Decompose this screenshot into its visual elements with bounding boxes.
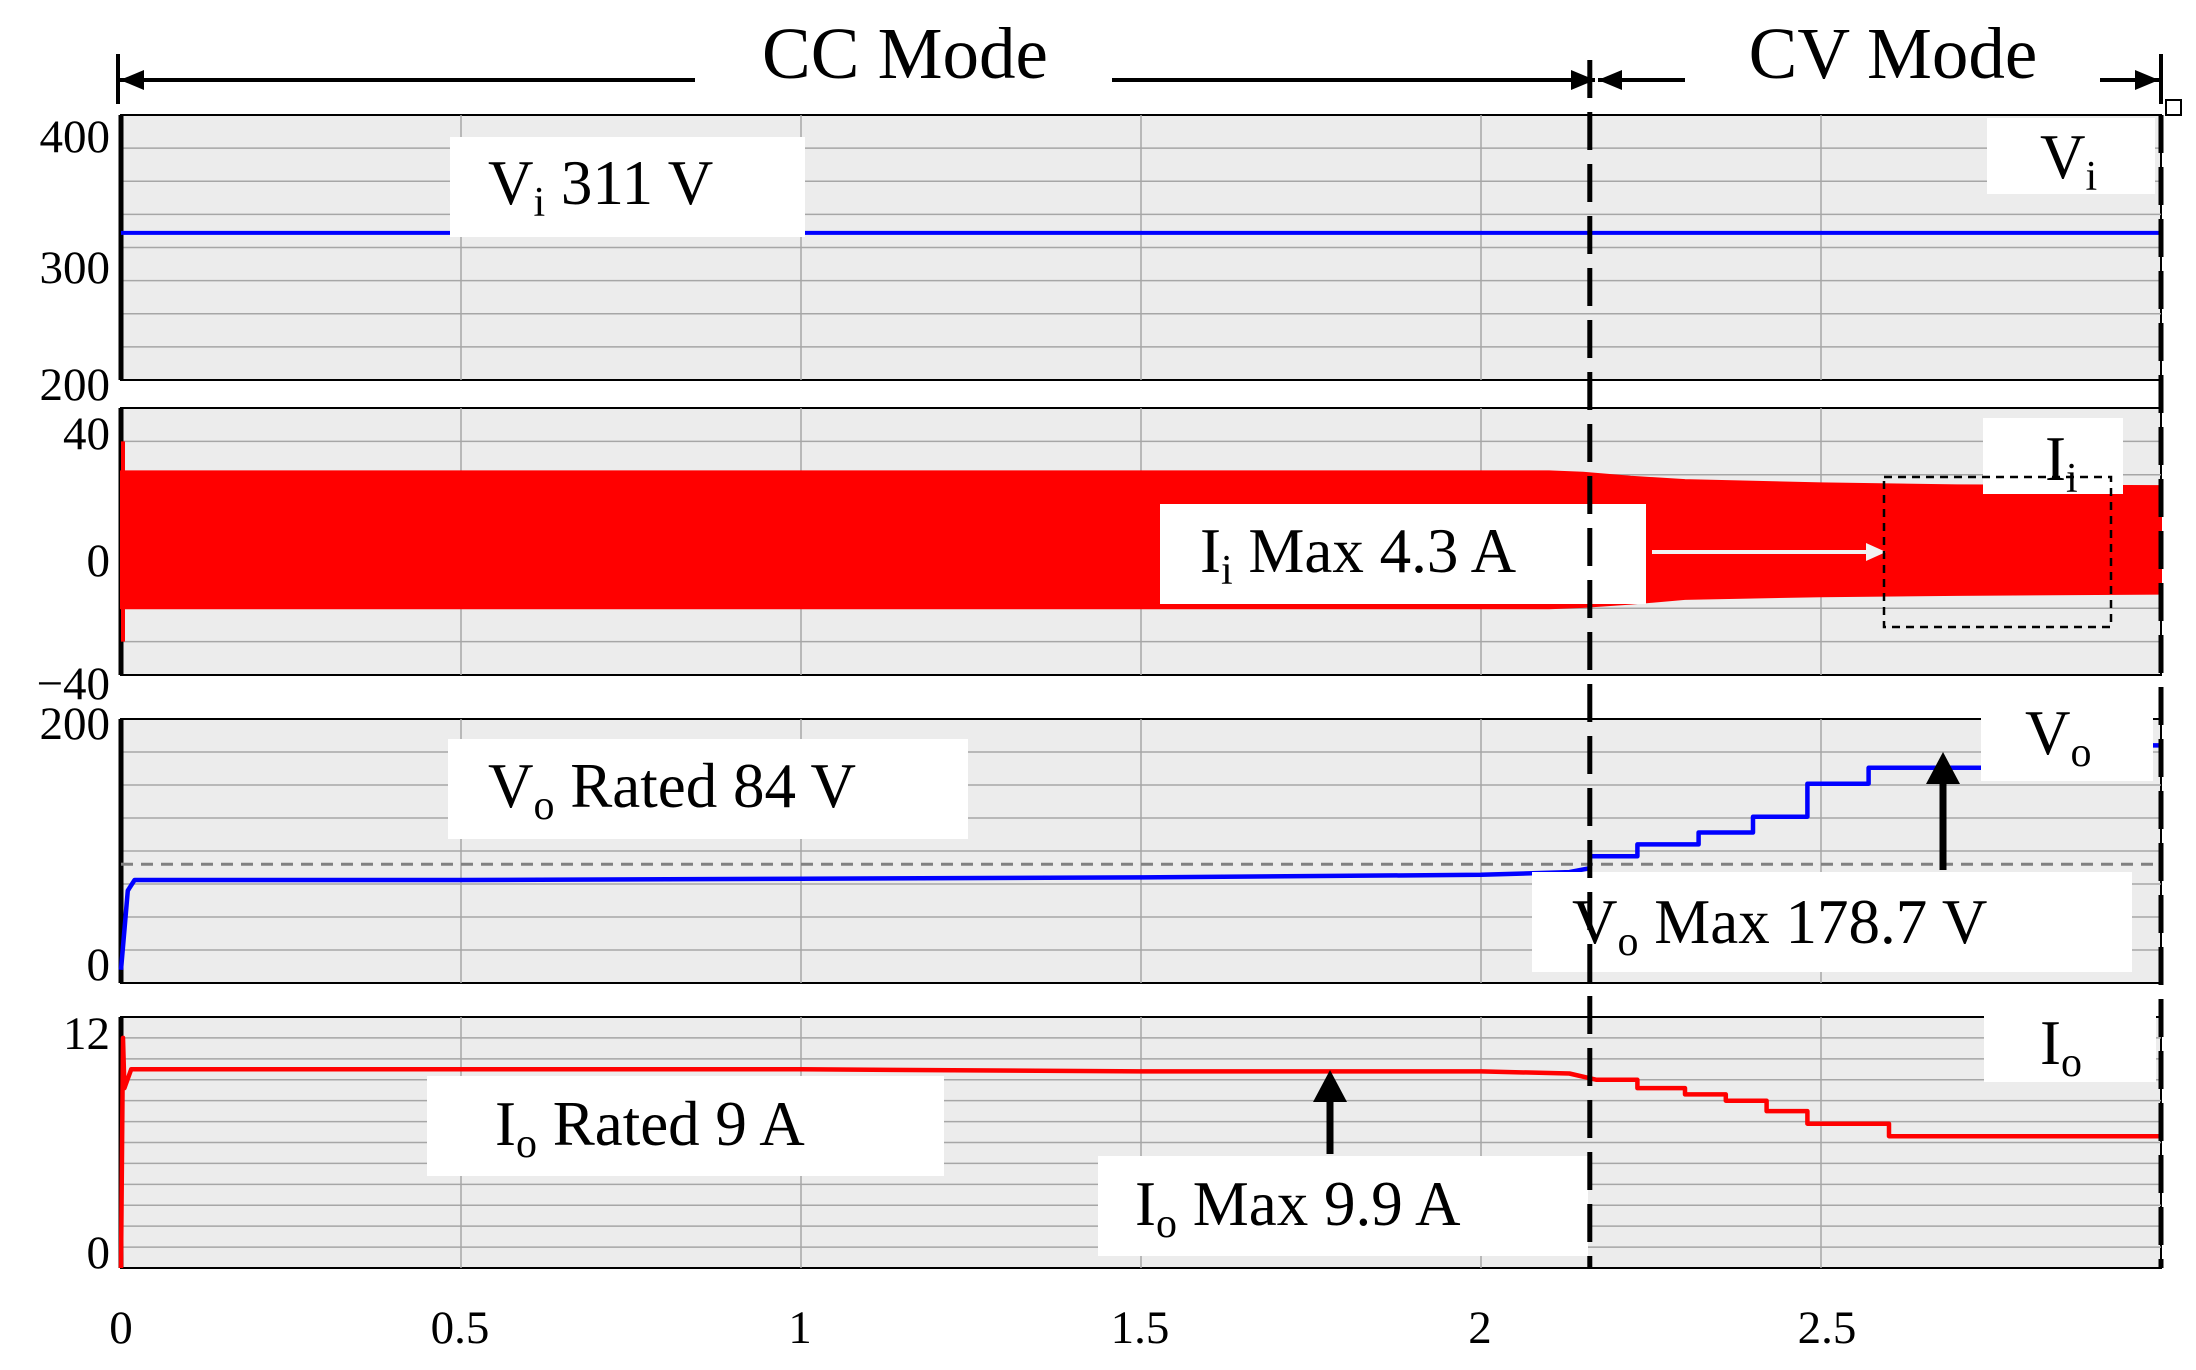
io-rated-annotation: Io Rated 9 A (495, 1089, 805, 1167)
vi-corner-box (1987, 118, 2155, 194)
vo-ytick-200: 200 (40, 698, 111, 750)
xtick-2.5: 2.5 (1798, 1302, 1857, 1354)
ii-corner-label: Ii (2045, 424, 2078, 502)
xtick-0: 0 (109, 1302, 133, 1354)
cc-arrowhead-left (120, 70, 144, 90)
ii-ytick-0: 0 (87, 535, 111, 587)
vo-rated-annotation: Vo Rated 84 V (488, 751, 856, 829)
io-trace (118, 1035, 2161, 1269)
mode-banner: CC Mode CV Mode (116, 13, 2182, 116)
io-max-arrowhead (1313, 1070, 1347, 1102)
y-tick-labels: 400 300 200 40 0 −40 200 0 12 0 (36, 111, 110, 1279)
x-tick-labels: 0 0.5 1 1.5 2 2.5 (109, 1302, 1856, 1354)
io-max-box (1098, 1156, 1588, 1256)
vi-ytick-300: 300 (40, 242, 111, 294)
ii-ytick-neg40: −40 (36, 658, 110, 710)
cc-mode-label: CC Mode (762, 13, 1048, 94)
boundaries-layer (1587, 60, 2164, 1268)
xtick-2: 2 (1468, 1302, 1492, 1354)
vi-corner-label: Vi (2040, 122, 2097, 200)
ii-corner-box (1983, 418, 2123, 494)
ii-annotation-box (1160, 504, 1646, 604)
xtick-1: 1 (788, 1302, 812, 1354)
vo-ytick-0: 0 (87, 939, 111, 991)
cv-arrowhead-left (1598, 70, 1622, 90)
xtick-0.5: 0.5 (431, 1302, 490, 1354)
ii-ytick-40: 40 (63, 408, 110, 460)
vi-annotation: Vi 311 V (488, 148, 713, 226)
cv-mode-label: CV Mode (1749, 13, 2038, 94)
vo-rated-box (448, 739, 968, 839)
ii-trace-band (120, 470, 2162, 610)
vi-ytick-200: 200 (40, 359, 111, 411)
ii-annotation: Ii Max 4.3 A (1200, 516, 1517, 594)
vo-max-box (1532, 872, 2132, 972)
io-ytick-12: 12 (63, 1008, 110, 1060)
annotations: Vi 311 V Vi Ii Ii Max 4.3 A Vo Vo Rated … (427, 118, 2156, 1256)
io-max-annotation: Io Max 9.9 A (1135, 1169, 1461, 1247)
ii-zoom-dashed-box (1882, 475, 2113, 629)
ii-annotation-arrowhead (1866, 543, 1886, 561)
vo-corner-box (1981, 691, 2153, 781)
cc-arrowhead-right (1571, 70, 1595, 90)
io-rated-box (427, 1076, 944, 1176)
corner-box-icon (2165, 99, 2182, 116)
xtick-1.5: 1.5 (1111, 1302, 1170, 1354)
vo-max-annotation: Vo Max 178.7 V (1572, 887, 1987, 965)
io-ytick-0: 0 (87, 1227, 111, 1279)
io-corner-label: Io (2040, 1008, 2082, 1086)
vi-ytick-400: 400 (40, 111, 111, 163)
cv-arrowhead-right (2135, 70, 2159, 90)
vi-annotation-box (450, 137, 805, 237)
io-corner-box (1984, 1004, 2156, 1082)
vo-max-arrowhead (1926, 752, 1960, 784)
vo-corner-label: Vo (2025, 698, 2092, 776)
vo-trace (118, 743, 2161, 970)
